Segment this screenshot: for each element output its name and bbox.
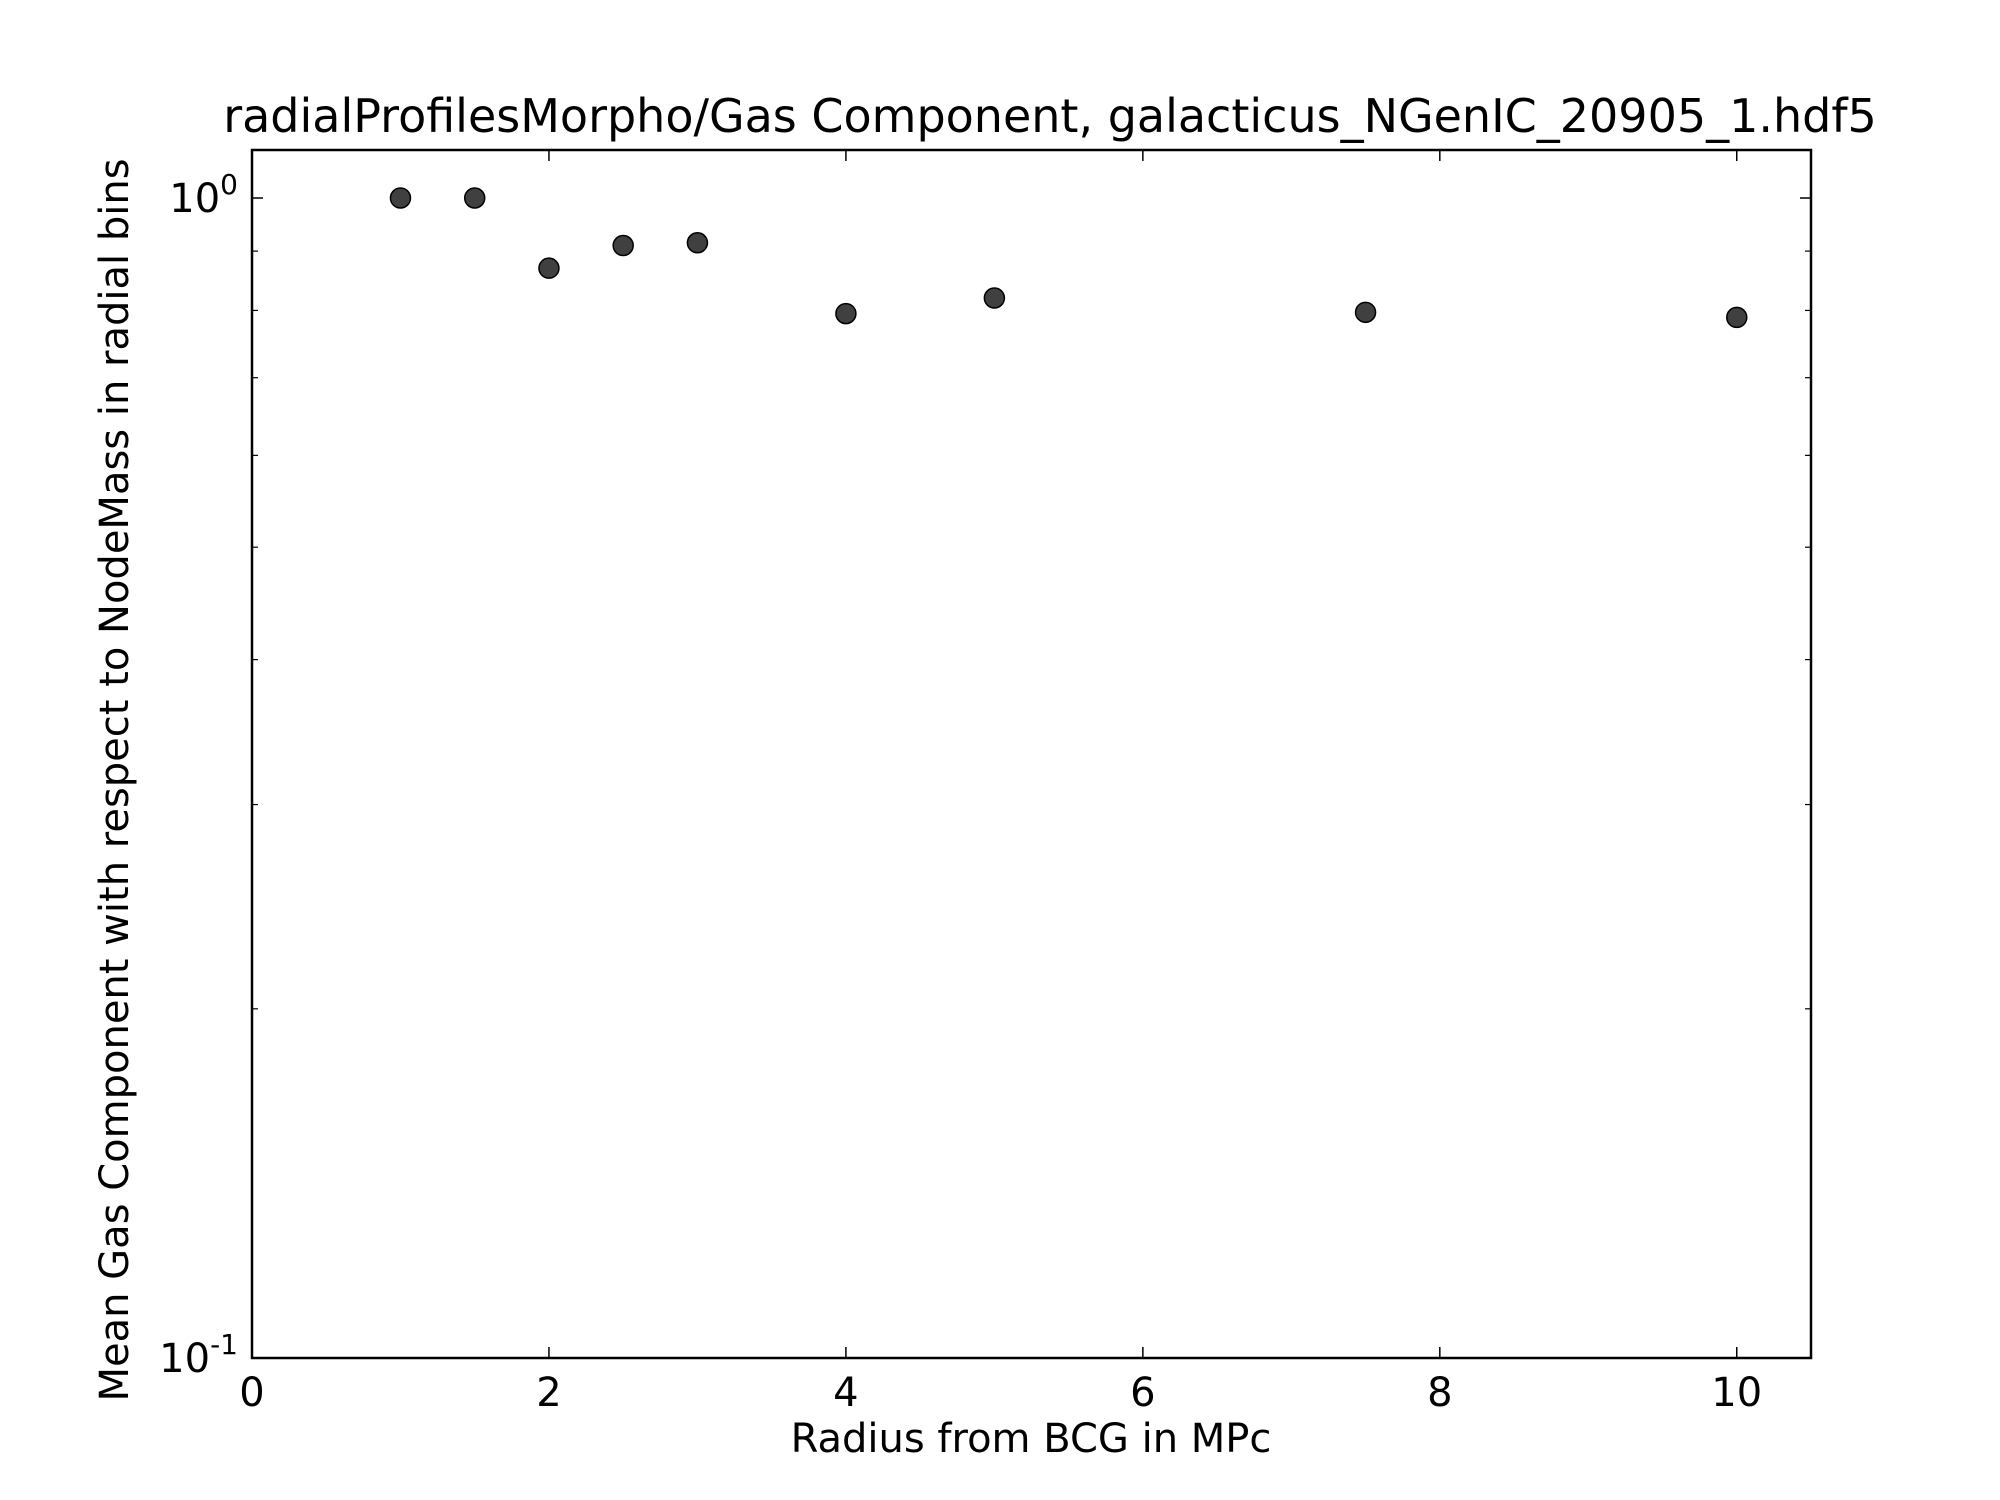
chart-title: radialProfilesMorpho/Gas Component, gala… bbox=[223, 89, 1877, 143]
data-point bbox=[538, 257, 560, 279]
data-point bbox=[686, 232, 709, 254]
x-axis-label: Radius from BCG in MPc bbox=[791, 1416, 1272, 1462]
plot-frame bbox=[250, 148, 1813, 1360]
x-tick-label: 8 bbox=[1427, 1370, 1452, 1416]
x-tick-label: 6 bbox=[1130, 1370, 1155, 1416]
data-point bbox=[983, 287, 1006, 309]
data-point bbox=[1354, 301, 1377, 324]
data-point bbox=[389, 187, 412, 209]
y-axis-label: Mean Gas Component with respect to NodeM… bbox=[92, 158, 138, 1401]
data-point bbox=[612, 234, 634, 257]
data-point bbox=[463, 187, 486, 209]
x-tick-label: 4 bbox=[833, 1370, 858, 1416]
x-tick-label: 0 bbox=[239, 1370, 264, 1416]
data-point bbox=[835, 302, 857, 325]
x-tick-label: 2 bbox=[536, 1370, 561, 1416]
plot-area: 0 2 4 6 8 10 10-1 100 bbox=[159, 148, 1813, 1416]
data-point bbox=[1726, 306, 1748, 329]
y-tick-label: 100 bbox=[169, 168, 238, 222]
y-tick-label: 10-1 bbox=[159, 1328, 238, 1382]
x-tick-label: 10 bbox=[1711, 1370, 1762, 1416]
